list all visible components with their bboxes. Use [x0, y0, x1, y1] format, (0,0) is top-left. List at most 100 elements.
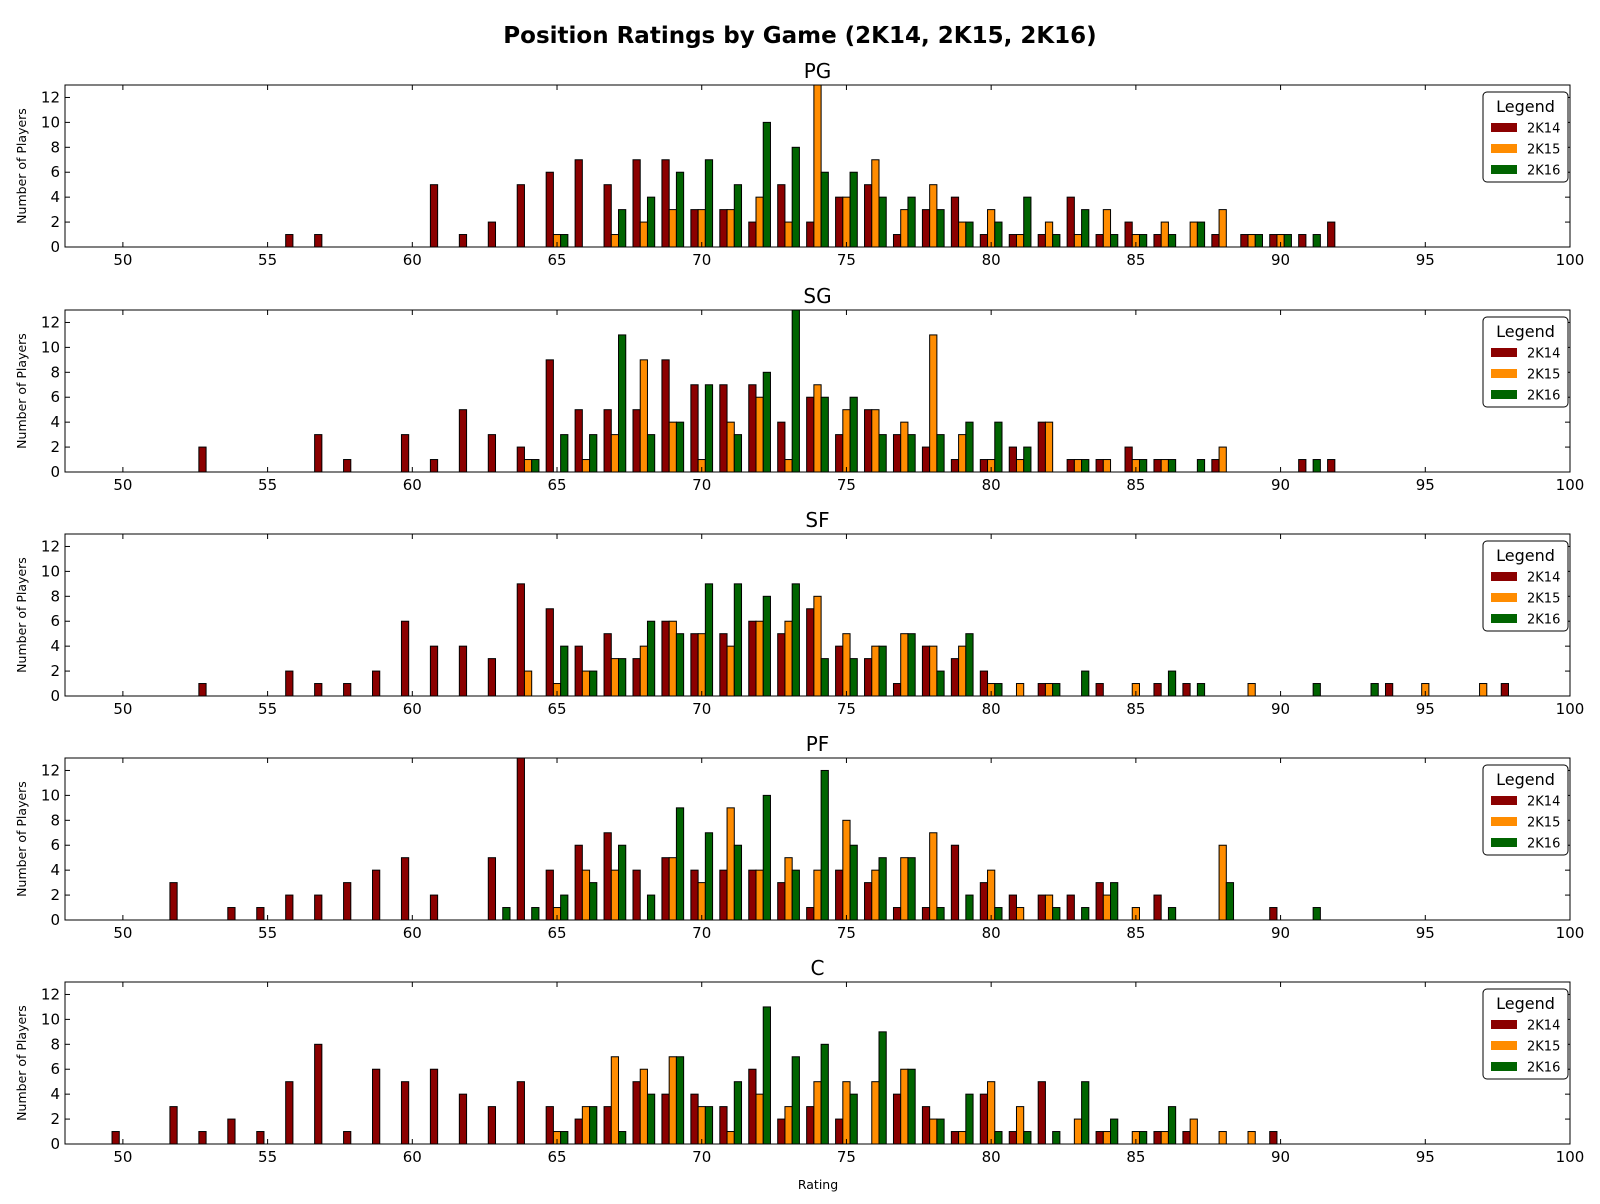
bar-2k15 [581, 670, 591, 696]
bar-2k14 [1269, 907, 1278, 920]
bar-2k15 [900, 1068, 909, 1144]
panel-title: PG [804, 59, 832, 83]
bar-2k16 [1196, 683, 1206, 696]
bar-2k16 [936, 434, 945, 472]
x-tick-label: 90 [1271, 251, 1290, 269]
bar-2k14 [198, 683, 207, 696]
bar-2k14 [400, 1081, 410, 1144]
panel-pf: PF 50 55 60 65 70 75 80 85 90 95 100 0 2 4 6 8 10 12 Number… [14, 732, 1584, 942]
bar-2k14 [429, 645, 439, 696]
bar-2k16 [849, 171, 858, 247]
bar-2k15 [871, 159, 880, 247]
bar-2k15 [842, 409, 851, 472]
bar-2k14 [979, 882, 989, 920]
x-tick-label: 65 [547, 251, 566, 269]
figure-title: Position Ratings by Game (2K14, 2K15, 2K… [503, 23, 1096, 49]
bar-2k16 [704, 384, 714, 472]
bar-2k14 [921, 907, 931, 920]
x-tick-label: 60 [403, 700, 422, 718]
bar-2k14 [285, 894, 294, 920]
bar-2k14 [1153, 894, 1162, 920]
y-tick-label: 6 [50, 163, 60, 181]
bar-2k16 [965, 421, 974, 472]
axes-frame [64, 981, 1571, 1145]
bar-2k15 [929, 1118, 938, 1144]
bar-2k15 [610, 1056, 620, 1144]
bar-2k15 [1189, 221, 1198, 247]
bar-2k16 [965, 633, 974, 696]
legend-box [1482, 764, 1569, 856]
bar-2k16 [618, 1131, 627, 1144]
bar-2k14 [400, 857, 410, 920]
bar-2k15 [784, 221, 793, 247]
bar-2k15 [929, 334, 938, 472]
bar-2k14 [285, 234, 294, 247]
bar-2k14 [1327, 221, 1336, 247]
bar-2k14 [285, 670, 294, 696]
x-tick-label: 85 [1126, 1148, 1145, 1166]
bar-2k16 [618, 334, 627, 472]
bar-2k16 [704, 159, 714, 247]
legend-swatch-2k16 [1491, 614, 1517, 623]
bar-2k14 [1066, 894, 1075, 920]
bar-2k14 [458, 1093, 468, 1144]
x-tick-label: 60 [403, 924, 422, 942]
y-tick-label: 6 [50, 1060, 60, 1078]
bar-2k16 [646, 894, 656, 920]
bar-2k15 [987, 1081, 996, 1144]
legend-swatch-2k14 [1491, 348, 1517, 357]
bar-2k14 [169, 882, 178, 920]
bar-2k16 [1110, 882, 1119, 920]
bar-2k16 [1023, 1131, 1032, 1144]
bar-2k14 [343, 683, 352, 696]
x-tick-label: 95 [1416, 1148, 1435, 1166]
bar-2k15 [1044, 683, 1054, 696]
bar-2k14 [487, 434, 497, 472]
x-tick-label: 50 [113, 924, 132, 942]
x-tick-label: 80 [982, 251, 1001, 269]
bar-2k15 [1044, 421, 1054, 472]
legend-label-2k15: 2K15 [1527, 1040, 1560, 1055]
x-tick-label: 55 [258, 476, 277, 494]
bar-2k14 [372, 869, 381, 920]
bar-2k14 [806, 396, 815, 472]
y-tick-label: 12 [41, 761, 60, 779]
bar-2k14 [864, 409, 873, 472]
bar-2k14 [719, 633, 728, 696]
bar-2k15 [1015, 907, 1025, 920]
bar-2k14 [603, 832, 612, 920]
x-tick-label: 70 [692, 251, 711, 269]
x-tick-label: 100 [1556, 700, 1585, 718]
bar-2k14 [545, 608, 554, 696]
legend-swatch-2k14 [1491, 572, 1517, 581]
bar-2k14 [343, 459, 352, 472]
x-tick-label: 60 [403, 476, 422, 494]
bar-2k15 [1102, 1131, 1112, 1144]
axes-frame [64, 84, 1571, 248]
bar-2k14 [429, 459, 439, 472]
legend-swatch-2k14 [1491, 796, 1517, 805]
bar-2k14 [632, 1081, 641, 1144]
legend-label-2k15: 2K15 [1527, 816, 1560, 831]
bar-2k14 [690, 384, 699, 472]
bar-2k16 [791, 869, 800, 920]
bar-2k14 [1327, 459, 1336, 472]
bar-2k14 [1095, 1131, 1104, 1144]
bar-2k14 [835, 645, 844, 696]
x-tick-label: 80 [982, 476, 1001, 494]
x-tick-label: 95 [1416, 476, 1435, 494]
panel-pg: PG 50 55 60 65 70 75 80 85 90 95 100 0 2 4 6 8 10 12 Number… [14, 59, 1584, 269]
bar-2k14 [690, 869, 699, 920]
bar-2k14 [429, 894, 439, 920]
y-tick-label: 4 [50, 1085, 60, 1103]
bar-2k15 [900, 633, 909, 696]
bar-2k15 [639, 1068, 648, 1144]
y-axis-label: Number of Players [14, 333, 29, 449]
bar-2k14 [806, 907, 815, 920]
bar-2k16 [589, 1106, 598, 1144]
bar-2k14 [1037, 894, 1046, 920]
x-tick-label: 100 [1556, 1148, 1585, 1166]
bar-2k15 [871, 1081, 880, 1144]
x-tick-label: 70 [692, 924, 711, 942]
bar-2k15 [842, 1081, 851, 1144]
